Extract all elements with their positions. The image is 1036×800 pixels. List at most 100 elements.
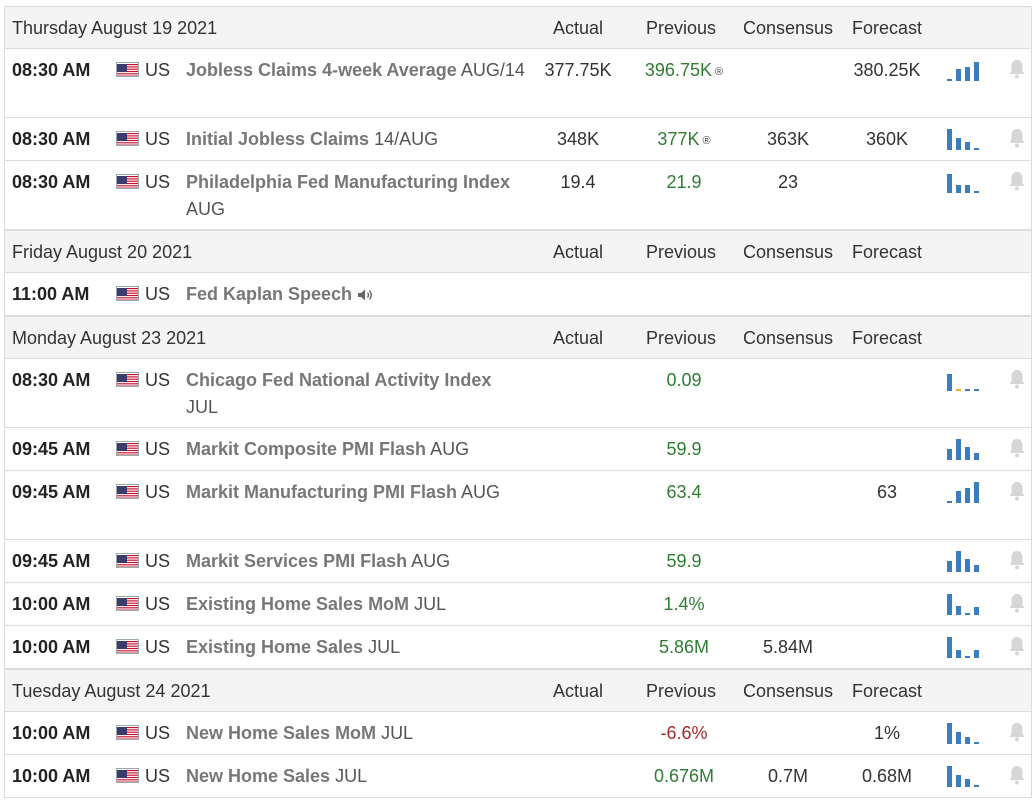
previous-value: 59.9: [629, 436, 739, 463]
economic-calendar-table: Thursday August 19 2021 Actual Previous Con…: [4, 6, 1032, 798]
event-name-link[interactable]: Philadelphia Fed Manufacturing Index: [186, 172, 511, 192]
event-name-link[interactable]: Initial Jobless Claims: [186, 129, 370, 149]
event-name-link[interactable]: New Home Sales MoM: [186, 723, 377, 743]
event-name-link[interactable]: Jobless Claims 4-week Average: [186, 60, 457, 80]
event-country: US: [145, 284, 171, 304]
previous-value: -6.6%: [629, 720, 739, 747]
bar-chart-icon[interactable]: [947, 171, 987, 193]
previous-value: 63.4: [629, 479, 739, 506]
revised-icon: ®: [702, 135, 711, 147]
mini-bar: [947, 594, 952, 615]
previous-value: 21.9: [629, 169, 739, 196]
forecast-value: 1%: [873, 723, 900, 743]
previous-value: 0.676M: [629, 763, 739, 790]
event-time: 08:30 AM: [12, 60, 91, 80]
event-row: 08:30 AM US Jobless Claims 4-week Average …: [5, 49, 1031, 118]
bell-icon[interactable]: [1007, 592, 1027, 614]
day-header: Monday August 23 2021 Actual Previous Conse…: [5, 316, 1031, 359]
event-name-link[interactable]: Markit Manufacturing PMI Flash: [186, 482, 458, 502]
mini-bar: [965, 488, 970, 503]
previous-value: 377K ®: [629, 126, 739, 155]
mini-bar: [974, 742, 979, 744]
event-row: 10:00 AM US New Home Sales JUL 0.676M 0.7M 0.…: [5, 755, 1031, 798]
bar-chart-icon[interactable]: [947, 128, 987, 150]
column-header-consensus: Consensus: [742, 328, 834, 348]
event-time: 10:00 AM: [12, 723, 91, 743]
event-name-link[interactable]: New Home Sales: [186, 766, 331, 786]
bell-icon[interactable]: [1007, 368, 1027, 390]
mini-bar: [965, 447, 970, 460]
event-period: JUL: [368, 637, 401, 657]
mini-bar: [956, 491, 961, 503]
bar-chart-icon[interactable]: [947, 722, 987, 744]
bell-icon[interactable]: [1007, 549, 1027, 571]
previous-value: 5.86M: [629, 634, 739, 661]
mini-bar: [974, 453, 979, 460]
event-time: 09:45 AM: [12, 482, 91, 502]
us-flag-icon: [116, 596, 139, 611]
event-cell: New Home Sales JUL: [186, 763, 526, 790]
event-cell: Markit Composite PMI Flash AUG: [186, 436, 526, 463]
bar-chart-icon[interactable]: [947, 59, 987, 81]
event-name-link[interactable]: Existing Home Sales MoM: [186, 594, 410, 614]
event-row: 09:45 AM US Markit Composite PMI Flash AUG…: [5, 428, 1031, 471]
mini-bar: [974, 389, 979, 391]
bar-chart-icon[interactable]: [947, 765, 987, 787]
event-cell: New Home Sales MoM JUL: [186, 720, 526, 747]
mini-bar: [956, 138, 961, 150]
event-row: 10:00 AM US Existing Home Sales MoM JUL 1.4…: [5, 583, 1031, 626]
mini-bar: [974, 565, 979, 572]
mini-bar: [965, 142, 970, 150]
bell-icon[interactable]: [1007, 480, 1027, 502]
mini-bar: [974, 148, 979, 150]
us-flag-icon: [116, 286, 139, 301]
mini-bar: [947, 561, 952, 572]
bell-icon[interactable]: [1007, 170, 1027, 192]
previous-number: -6.6%: [660, 723, 708, 743]
bell-icon[interactable]: [1007, 437, 1027, 459]
event-row: 09:45 AM US Markit Services PMI Flash AUG 5…: [5, 540, 1031, 583]
event-cell: Markit Manufacturing PMI Flash AUG: [186, 479, 526, 506]
previous-number: 59.9: [666, 439, 702, 459]
day-date: Monday August 23 2021: [12, 328, 207, 348]
event-name-link[interactable]: Markit Services PMI Flash: [186, 551, 408, 571]
column-header-forecast: Forecast: [851, 18, 923, 38]
event-row: 08:30 AM US Chicago Fed National Activity …: [5, 359, 1031, 428]
bar-chart-icon[interactable]: [947, 593, 987, 615]
event-name-link[interactable]: Markit Composite PMI Flash: [186, 439, 427, 459]
event-country: US: [145, 172, 171, 192]
bar-chart-icon[interactable]: [947, 636, 987, 658]
bar-chart-icon[interactable]: [947, 438, 987, 460]
event-row: 08:30 AM US Philadelphia Fed Manufacturing…: [5, 161, 1031, 230]
us-flag-icon: [116, 131, 139, 146]
event-row: 08:30 AM US Initial Jobless Claims 14/AUG 3…: [5, 118, 1031, 161]
day-header: Friday August 20 2021 Actual Previous Conse…: [5, 230, 1031, 273]
mini-bar: [956, 775, 961, 787]
mini-bar: [974, 62, 979, 81]
bar-chart-icon[interactable]: [947, 481, 987, 503]
event-name-link[interactable]: Chicago Fed National Activity Index: [186, 370, 492, 390]
previous-number: 5.86M: [658, 637, 710, 657]
event-name-link[interactable]: Fed Kaplan Speech: [186, 284, 353, 304]
day-date: Friday August 20 2021: [12, 242, 193, 262]
bar-chart-icon[interactable]: [947, 369, 987, 391]
event-name-link[interactable]: Existing Home Sales: [186, 637, 364, 657]
bar-chart-icon[interactable]: [947, 550, 987, 572]
event-cell: Jobless Claims 4-week Average AUG/14: [186, 57, 526, 84]
consensus-value: 5.84M: [762, 637, 814, 657]
bell-icon[interactable]: [1007, 127, 1027, 149]
bell-icon[interactable]: [1007, 721, 1027, 743]
mini-bar: [965, 656, 970, 658]
previous-number: 1.4%: [663, 594, 705, 614]
us-flag-icon: [116, 639, 139, 654]
bell-icon[interactable]: [1007, 635, 1027, 657]
day-header: Tuesday August 24 2021 Actual Previous Cons…: [5, 669, 1031, 712]
event-country: US: [145, 482, 171, 502]
column-header-consensus: Consensus: [742, 18, 834, 38]
consensus-value: 23: [777, 172, 799, 192]
us-flag-icon: [116, 372, 139, 387]
bell-icon[interactable]: [1007, 58, 1027, 80]
bell-icon[interactable]: [1007, 764, 1027, 786]
mini-bar: [956, 732, 961, 744]
previous-number: 63.4: [666, 482, 702, 502]
